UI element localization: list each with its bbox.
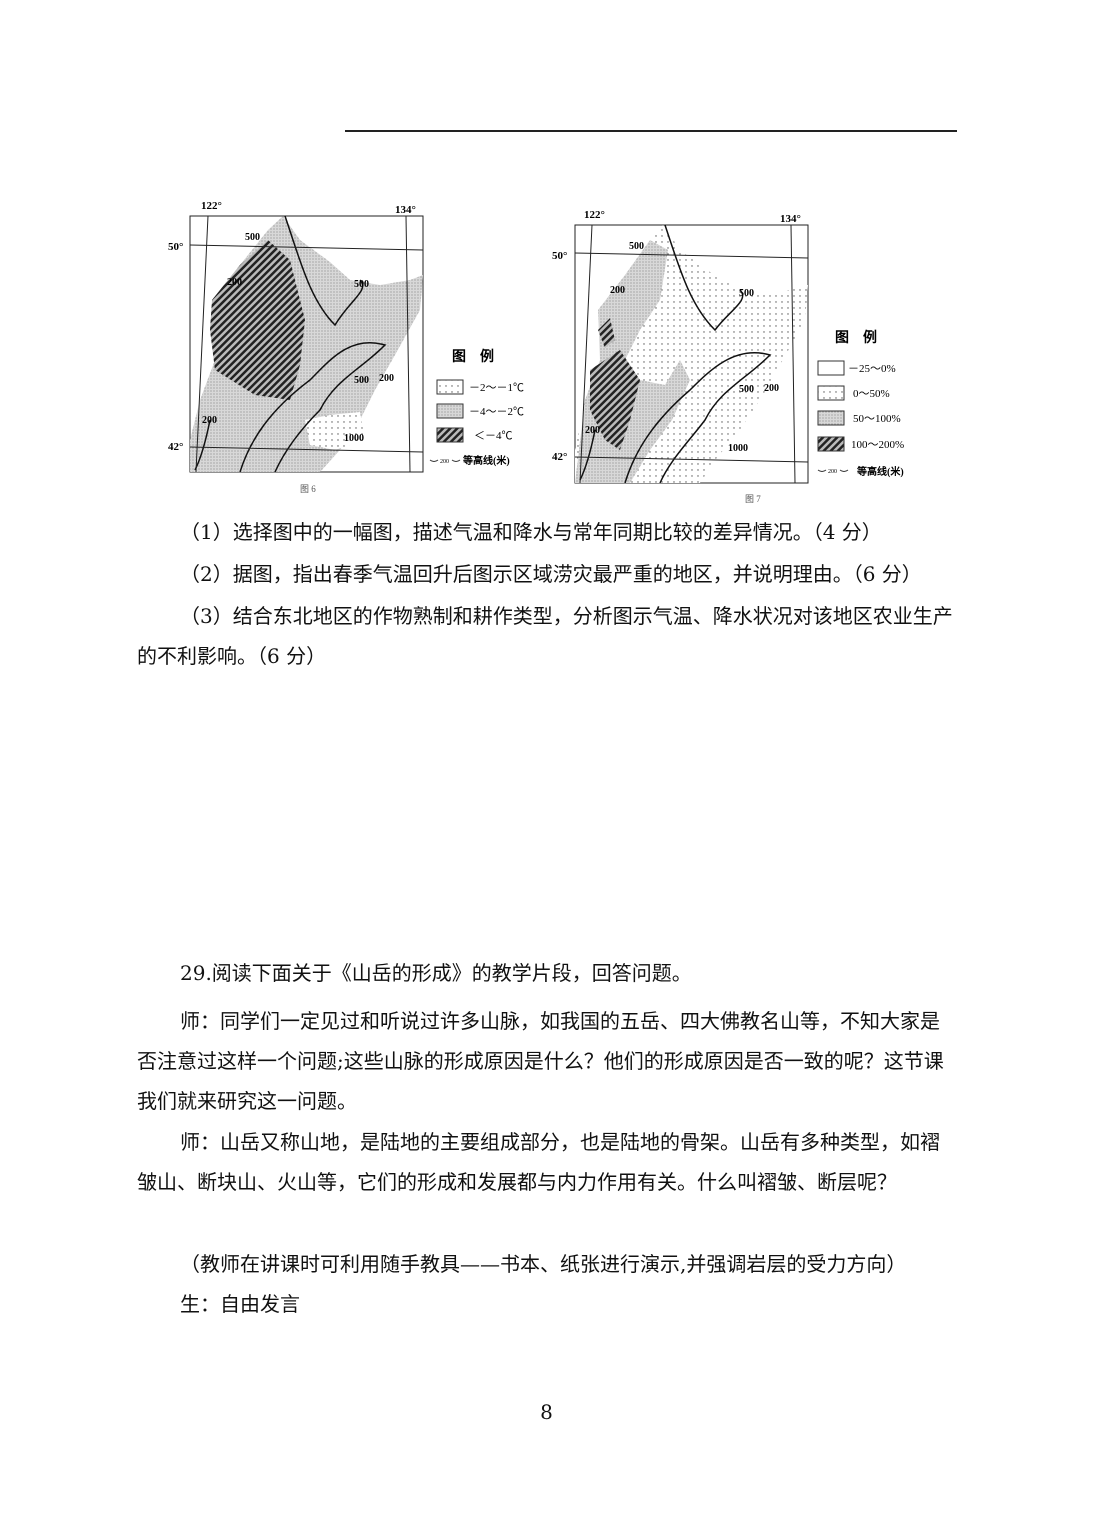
contour-label: 500 — [739, 384, 754, 395]
legend-title: 图 例 — [452, 348, 494, 365]
question-29-intro: 29.阅读下面关于《山岳的形成》的教学片段，回答问题。 — [180, 961, 692, 985]
legend-label: 50～100% — [853, 413, 901, 425]
legend-label: 100～200% — [851, 439, 904, 451]
lon-label: 122° — [201, 200, 222, 212]
contour-legend-label: 等高线(米) — [857, 465, 904, 478]
figure-7-map: 122° 134° 50° 42° 500 200 500 500 200 20… — [552, 209, 904, 504]
legend-label: 0～50% — [853, 388, 890, 400]
contour-legend-value: 200 — [828, 469, 837, 475]
legend-label: －4～－2℃ — [469, 406, 524, 418]
question-2: （2）据图，指出春季气温回升后图示区域涝灾最严重的地区，并说明理由。（6 分） — [180, 562, 922, 586]
page-number: 8 — [540, 1400, 553, 1424]
contour-label: 200 — [610, 285, 625, 296]
lon-label: 134° — [780, 213, 801, 225]
dialogue-paragraph: 生：自由发言 — [180, 1292, 300, 1316]
lat-label: 50° — [552, 250, 567, 262]
contour-label: 500 — [629, 241, 644, 252]
legend-label: －25～0% — [848, 363, 896, 375]
question-1: （1）选择图中的一幅图，描述气温和降水与常年同期比较的差异情况。（4 分） — [180, 520, 882, 544]
contour-label: 500 — [354, 375, 369, 386]
dialogue-paragraph: （教师在讲课时可利用随手教具——书本、纸张进行演示,并强调岩层的受力方向） — [180, 1252, 907, 1276]
legend-label: －2～－1℃ — [469, 382, 524, 394]
contour-legend-value: 200 — [440, 459, 449, 465]
contour-label: 500 — [354, 279, 369, 290]
dialogue-paragraph: 师：同学们一定见过和听说过许多山脉，如我国的五岳、四大佛教名山等，不知大家是否注… — [137, 1009, 944, 1113]
contour-label: 200 — [764, 383, 779, 394]
question-3: （3）结合东北地区的作物熟制和耕作类型，分析图示气温、降水状况对该地区农业生产的… — [137, 604, 953, 668]
contour-label: 200 — [202, 415, 217, 426]
contour-label: 200 — [585, 425, 600, 436]
figure-caption: 图 7 — [745, 494, 761, 504]
legend-label: ＜－4℃ — [474, 430, 513, 442]
lat-label: 42° — [168, 441, 183, 453]
contour-legend-label: 等高线(米) — [463, 454, 510, 467]
contour-label: 1000 — [344, 433, 364, 444]
contour-label: 200 — [227, 277, 242, 288]
contour-label: 1000 — [728, 443, 748, 454]
lon-label: 122° — [584, 209, 605, 221]
figure-6-map: 122° 134° 50° 42° 500 200 500 500 200 20… — [168, 200, 524, 494]
contour-label: 500 — [739, 288, 754, 299]
figure-caption: 图 6 — [300, 484, 316, 494]
legend-title: 图 例 — [835, 329, 877, 346]
dialogue-paragraph: 师：山岳又称山地，是陆地的主要组成部分，也是陆地的骨架。山岳有多种类型，如褶皱山… — [137, 1130, 940, 1194]
contour-label: 200 — [379, 373, 394, 384]
header-rule — [345, 130, 957, 132]
lon-label: 134° — [395, 204, 416, 216]
contour-label: 500 — [245, 232, 260, 243]
figures: 122° 134° 50° 42° 500 200 500 500 200 20… — [168, 200, 904, 504]
lat-label: 50° — [168, 241, 183, 253]
lat-label: 42° — [552, 451, 567, 463]
